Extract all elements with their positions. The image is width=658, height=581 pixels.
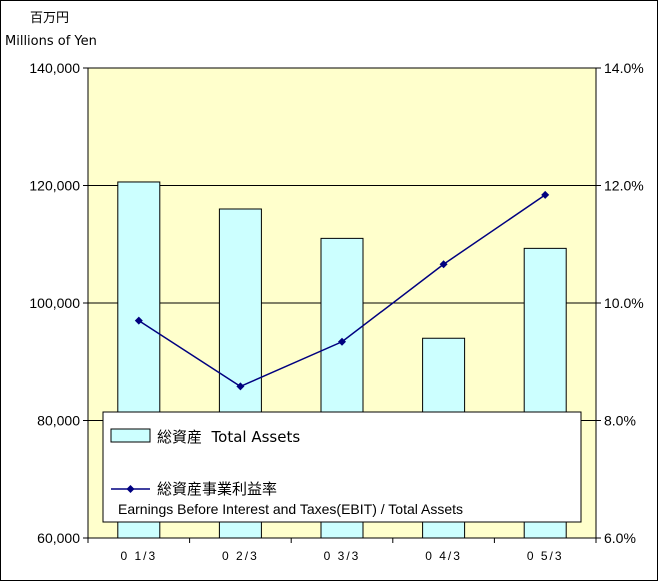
left-tick-label: 80,000 [37, 413, 80, 429]
legend-ebit-en: Earnings Before Interest and Taxes(EBIT)… [118, 501, 463, 517]
legend: 総資産 Total Assets 総資産事業利益率 Earnings Befor… [102, 411, 582, 523]
legend-line-marker [126, 485, 135, 493]
x-tick-label: 0 3/3 [324, 549, 361, 563]
right-tick-label: 14.0% [604, 60, 644, 76]
left-axis-ticks: 60,000 80,000 100,000 120,000 140,000 [29, 60, 88, 546]
ebit-markers [134, 190, 550, 391]
legend-box [102, 411, 582, 523]
x-tick-label: 0 4/3 [425, 549, 462, 563]
left-tick-label: 60,000 [37, 530, 80, 546]
right-axis-ticks: 6.0% 8.0% 10.0% 12.0% 14.0% [596, 60, 644, 546]
x-tick-label: 0 1/3 [120, 549, 157, 563]
ebit-marker [541, 190, 550, 199]
legend-ebit-jp: 総資産事業利益率 [157, 480, 277, 498]
ebit-marker [236, 382, 245, 391]
x-tick-label: 0 2/3 [222, 549, 259, 563]
unit-label-en: Millions of Yen [5, 34, 97, 49]
x-axis-ticks: 0 1/3 0 2/3 0 3/3 0 4/3 0 5/3 [87, 538, 597, 563]
right-tick-label: 8.0% [604, 413, 636, 429]
ebit-marker [134, 316, 143, 325]
left-tick-label: 120,000 [29, 178, 80, 194]
ebit-marker [338, 337, 346, 346]
right-tick-label: 10.0% [604, 295, 644, 311]
left-tick-label: 140,000 [29, 60, 80, 76]
unit-label-jp: 百万円 [30, 11, 69, 26]
right-tick-label: 12.0% [604, 178, 644, 194]
ebit-marker [439, 260, 448, 269]
x-tick-label: 0 5/3 [527, 549, 564, 563]
right-tick-label: 6.0% [604, 530, 636, 546]
legend-bar-swatch [110, 428, 151, 443]
left-tick-label: 100,000 [29, 295, 80, 311]
legend-total-assets: 総資産 Total Assets [157, 428, 300, 446]
